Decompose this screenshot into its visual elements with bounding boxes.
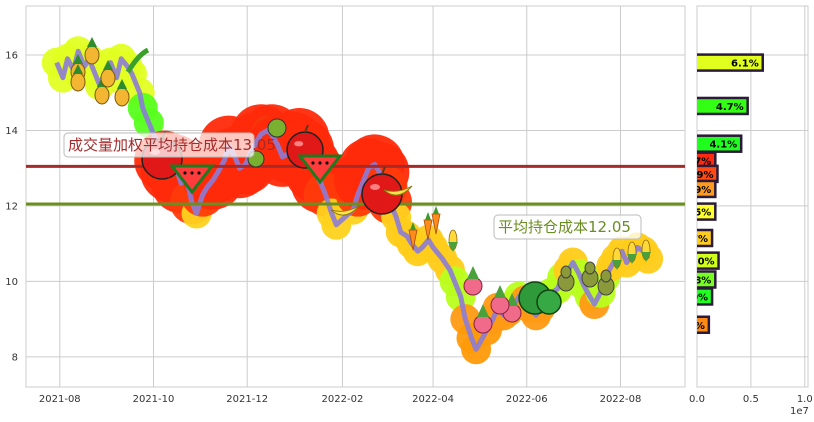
radish-icon (490, 295, 510, 315)
pineapple-leaves-icon (117, 79, 127, 89)
volume-bar-label: 1.9% (684, 185, 712, 196)
y-tick-labels: 8 10 12 14 16 (5, 51, 18, 364)
x-tick-label: 2022-02 (322, 394, 364, 405)
volume-bar-label: 3.9% (686, 170, 714, 181)
cost-annotations: 成交量加权平均持仓成本13.05 平均持仓成本12.05 (63, 132, 642, 240)
volume-bar-label: 2.0% (680, 292, 708, 303)
volume-bar-label: 3.5% (684, 208, 712, 219)
corn-husk-icon (448, 242, 458, 252)
y-tick-label: 10 (5, 277, 18, 288)
volume-x-tick-label: 0.5 (743, 394, 759, 405)
volume-scale-label: 1e7 (790, 406, 809, 417)
radish-leaves-icon (467, 266, 479, 279)
pear-top-icon (600, 269, 612, 283)
y-tick-label: 12 (5, 201, 18, 212)
annotation-text: 平均持仓成本12.05 (498, 218, 631, 236)
pea-pod-icon (125, 47, 150, 74)
watermelon-seed-icon (311, 161, 315, 165)
watermelon-slice-icon (296, 154, 344, 185)
pear-top-icon (584, 261, 596, 275)
volume-bar-label: 1.7% (684, 157, 712, 168)
pineapple-icon (94, 85, 110, 105)
volume-x-tick-label: 1.0 (797, 394, 813, 405)
radish-leaves-icon (494, 285, 506, 298)
volume-x-tick-label: 0.0 (689, 394, 705, 405)
carrot-leaves-icon (425, 212, 431, 220)
volume-bar (697, 202, 717, 221)
volume-bar (697, 179, 717, 199)
banana-icon (330, 205, 360, 216)
volume-bar-label: 6.1% (731, 59, 759, 70)
volume-bar-label: 3.8% (684, 275, 712, 286)
volume-bar (697, 228, 714, 248)
pineapple-icon (70, 72, 86, 92)
apple-highlight-icon (370, 184, 380, 190)
volume-bar-label: 4.1% (709, 140, 737, 151)
radish-icon (463, 276, 483, 296)
x-tick-label: 2021-12 (226, 394, 268, 405)
apple-stem-icon (381, 166, 386, 175)
corn-husk-icon (612, 260, 622, 270)
volume-bar (697, 315, 711, 335)
watermelon-seed-icon (318, 161, 322, 165)
kiwi-icon (267, 118, 287, 138)
pineapple-icon (114, 87, 130, 107)
volume-bar (697, 53, 764, 72)
volume-bar-label: 6.0% (687, 257, 715, 268)
fruit-stickers (70, 37, 651, 334)
volume-bar-label: 1.5% (677, 321, 705, 332)
radish-icon (473, 314, 493, 334)
carrot-leaves-icon (410, 222, 416, 230)
volume-bar (697, 134, 743, 153)
banana-icon (383, 185, 413, 196)
apple-highlight-icon (294, 141, 304, 147)
pineapple-icon (100, 68, 116, 88)
annotation-box (63, 132, 255, 158)
x-tick-labels: 2021-08 2021-10 2021-12 2022-02 2022-04 2022-… (39, 394, 641, 405)
volume-bar (697, 251, 720, 270)
volume-bar-label: 4.7% (716, 102, 744, 113)
x-tick-label: 2022-08 (600, 394, 642, 405)
pineapple-leaves-icon (87, 37, 97, 47)
watermelon-seed-icon (183, 171, 187, 175)
x-tick-label: 2022-04 (412, 394, 454, 405)
watermelon-seed-icon (197, 171, 201, 175)
radish-leaves-icon (477, 304, 489, 317)
carrot-leaves-icon (433, 206, 439, 214)
annotation-box (493, 214, 642, 240)
pineapple-leaves-icon (73, 54, 83, 64)
corn-husk-icon (627, 254, 637, 264)
volume-bar (697, 96, 749, 116)
volume-bars: 6.1% 4.7% 4.1% 1.7% 3.9% 1.9% 3.5% 1.7% 6.0% 3.8%… (677, 53, 764, 335)
x-tick-label: 2022-06 (506, 394, 548, 405)
volume-x-tick-labels: 0.0 0.5 1.0 (689, 394, 813, 405)
apple-stem-icon (304, 124, 309, 133)
pineapple-leaves-icon (73, 64, 83, 74)
y-tick-label: 8 (12, 352, 18, 363)
y-tick-label: 14 (5, 126, 18, 137)
annotation-text: 成交量加权平均持仓成本13.05 (68, 136, 276, 154)
volume-bar (697, 287, 714, 306)
watermelon-slice-icon (168, 164, 216, 195)
watermelon-seed-icon (325, 161, 329, 165)
pear-top-icon (560, 265, 572, 279)
x-tick-label: 2021-10 (133, 394, 175, 405)
watermelon-icon (536, 289, 562, 315)
pineapple-leaves-icon (103, 60, 113, 70)
volume-distribution-chart: 6.1% 4.7% 4.1% 1.7% 3.9% 1.9% 3.5% 1.7% 6.0% 3.8%… (677, 5, 813, 417)
pineapple-icon (84, 45, 100, 65)
y-tick-label: 16 (5, 51, 18, 62)
corn-husk-icon (641, 252, 651, 262)
x-tick-label: 2021-08 (39, 394, 81, 405)
watermelon-seed-icon (190, 171, 194, 175)
volume-bar-label: 1.7% (680, 234, 708, 245)
cost-lines (26, 164, 685, 206)
